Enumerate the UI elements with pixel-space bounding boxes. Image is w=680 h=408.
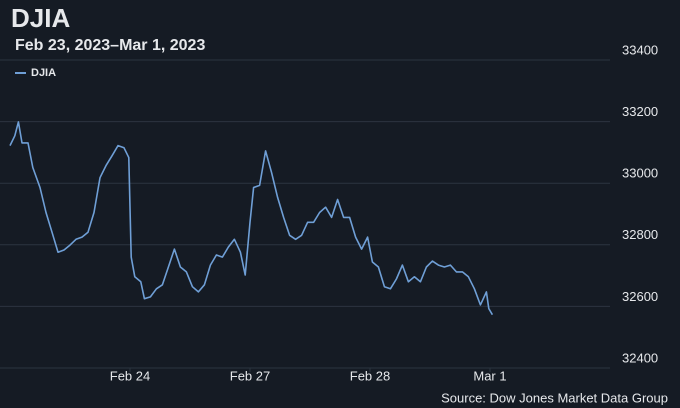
- y-tick-label: 32600: [622, 289, 658, 304]
- x-tick-label: Feb 27: [230, 368, 270, 383]
- x-tick-label: Feb 24: [110, 368, 150, 383]
- y-tick-label: 33400: [622, 42, 658, 57]
- y-tick-label: 32800: [622, 227, 658, 242]
- chart-subtitle: Feb 23, 2023–Mar 1, 2023: [15, 37, 205, 54]
- source-note: Source: Dow Jones Market Data Group: [441, 390, 668, 405]
- chart-title: DJIA: [11, 3, 70, 33]
- legend-label: DJIA: [31, 67, 56, 79]
- y-tick-label: 32400: [622, 350, 658, 365]
- data-line: [9, 121, 494, 316]
- y-tick-label: 33200: [622, 104, 658, 119]
- y-tick-label: 33000: [622, 166, 658, 181]
- x-tick-label: Mar 1: [473, 368, 506, 383]
- x-tick-label: Feb 28: [350, 368, 390, 383]
